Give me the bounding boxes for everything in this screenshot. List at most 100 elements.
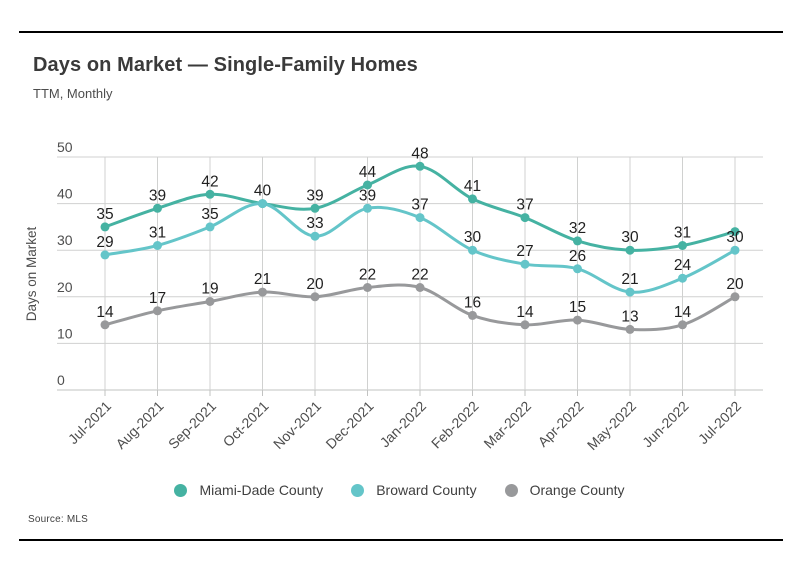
data-point bbox=[730, 227, 740, 237]
data-point bbox=[363, 203, 372, 213]
data-label: 41 bbox=[464, 178, 481, 195]
data-point bbox=[100, 250, 110, 260]
data-point bbox=[310, 292, 320, 302]
chart-legend: Miami-Dade County Broward County Orange Co… bbox=[0, 482, 799, 498]
data-label: 21 bbox=[254, 271, 271, 288]
data-label: 27 bbox=[516, 243, 533, 260]
data-point bbox=[625, 287, 635, 297]
data-label: 14 bbox=[516, 304, 534, 321]
data-label: 35 bbox=[201, 206, 218, 223]
data-point bbox=[520, 259, 530, 269]
x-tick-label: Aug-2021 bbox=[112, 398, 166, 452]
data-point bbox=[205, 297, 215, 306]
x-tick-label: Jul-2022 bbox=[695, 398, 744, 447]
data-point bbox=[415, 161, 425, 171]
data-point bbox=[310, 203, 320, 213]
page-subtitle: TTM, Monthly bbox=[33, 86, 113, 101]
x-tick-label: May-2022 bbox=[584, 398, 639, 453]
data-label: 26 bbox=[569, 248, 586, 265]
data-label: 30 bbox=[464, 229, 482, 246]
data-label: 44 bbox=[359, 164, 377, 181]
data-point bbox=[520, 320, 530, 330]
data-label: 24 bbox=[674, 257, 692, 274]
legend-label: Miami-Dade County bbox=[199, 482, 324, 498]
source-label: Source: bbox=[28, 514, 64, 525]
data-point bbox=[573, 236, 582, 246]
data-point bbox=[258, 199, 267, 209]
data-point bbox=[415, 283, 425, 292]
data-point bbox=[153, 203, 162, 213]
x-tick-label: Jul-2021 bbox=[65, 398, 114, 447]
legend-label: Broward County bbox=[376, 482, 477, 498]
legend-item-miami-dade-county: Miami-Dade County bbox=[174, 482, 323, 498]
data-point bbox=[625, 324, 635, 334]
data-label: 21 bbox=[621, 271, 638, 288]
data-label: 30 bbox=[621, 229, 639, 246]
data-label: 22 bbox=[359, 266, 376, 283]
data-point bbox=[730, 245, 740, 255]
data-point bbox=[520, 213, 530, 223]
y-axis-title: Days on Market bbox=[24, 226, 39, 321]
legend-item-broward-county: Broward County bbox=[351, 482, 477, 498]
data-point bbox=[363, 283, 372, 292]
y-tick-label: 40 bbox=[57, 186, 73, 202]
data-point bbox=[100, 320, 110, 330]
y-tick-label: 0 bbox=[57, 372, 65, 388]
y-tick-label: 30 bbox=[57, 232, 73, 248]
legend-dot-icon bbox=[504, 483, 518, 497]
data-label: 17 bbox=[149, 290, 166, 307]
legend-dot-icon bbox=[174, 483, 188, 497]
x-tick-label: Apr-2022 bbox=[535, 398, 587, 450]
data-point bbox=[100, 222, 110, 232]
data-label: 20 bbox=[306, 276, 324, 293]
data-label: 29 bbox=[96, 234, 113, 251]
x-tick-label: Dec-2021 bbox=[322, 398, 376, 452]
source-note: Source: MLS bbox=[28, 514, 88, 525]
data-label: 37 bbox=[411, 197, 428, 214]
data-point bbox=[573, 315, 582, 325]
source-value: MLS bbox=[66, 514, 89, 525]
data-label: 48 bbox=[411, 145, 428, 162]
data-point bbox=[468, 245, 477, 255]
data-label: 39 bbox=[359, 187, 376, 204]
data-point bbox=[415, 213, 425, 223]
data-point bbox=[205, 189, 215, 199]
data-point bbox=[678, 273, 687, 283]
top-rule bbox=[19, 31, 783, 33]
x-tick-label: Jan-2022 bbox=[377, 398, 430, 451]
data-label: 22 bbox=[411, 266, 428, 283]
legend-label: Orange County bbox=[529, 482, 625, 498]
legend-dot-icon bbox=[351, 483, 365, 497]
legend-item-orange-county: Orange County bbox=[504, 482, 625, 498]
data-label: 14 bbox=[674, 304, 692, 321]
data-label: 19 bbox=[201, 280, 218, 297]
data-label: 16 bbox=[464, 294, 481, 311]
data-point bbox=[363, 180, 372, 190]
data-point bbox=[730, 292, 740, 302]
data-label: 39 bbox=[306, 187, 323, 204]
data-label: 32 bbox=[569, 220, 586, 237]
x-tick-label: Mar-2022 bbox=[480, 398, 534, 452]
data-point bbox=[678, 320, 687, 330]
y-tick-label: 20 bbox=[57, 279, 73, 295]
data-label: 15 bbox=[569, 299, 586, 316]
data-point bbox=[205, 222, 215, 232]
x-tick-label: Sep-2021 bbox=[165, 398, 219, 452]
data-label: 35 bbox=[96, 206, 113, 223]
data-point bbox=[153, 241, 162, 250]
data-label: 31 bbox=[674, 225, 691, 242]
x-tick-label: Feb-2022 bbox=[428, 398, 482, 452]
x-tick-label: Nov-2021 bbox=[270, 398, 324, 452]
data-point bbox=[310, 231, 320, 241]
data-label: 37 bbox=[516, 197, 533, 214]
data-label: 30 bbox=[726, 229, 744, 246]
data-point bbox=[258, 287, 267, 297]
data-label: 20 bbox=[726, 276, 744, 293]
data-label: 31 bbox=[149, 225, 166, 242]
y-tick-label: 10 bbox=[57, 325, 73, 341]
x-tick-label: Jun-2022 bbox=[639, 398, 692, 451]
data-point bbox=[573, 264, 582, 274]
data-label: 42 bbox=[201, 173, 218, 190]
